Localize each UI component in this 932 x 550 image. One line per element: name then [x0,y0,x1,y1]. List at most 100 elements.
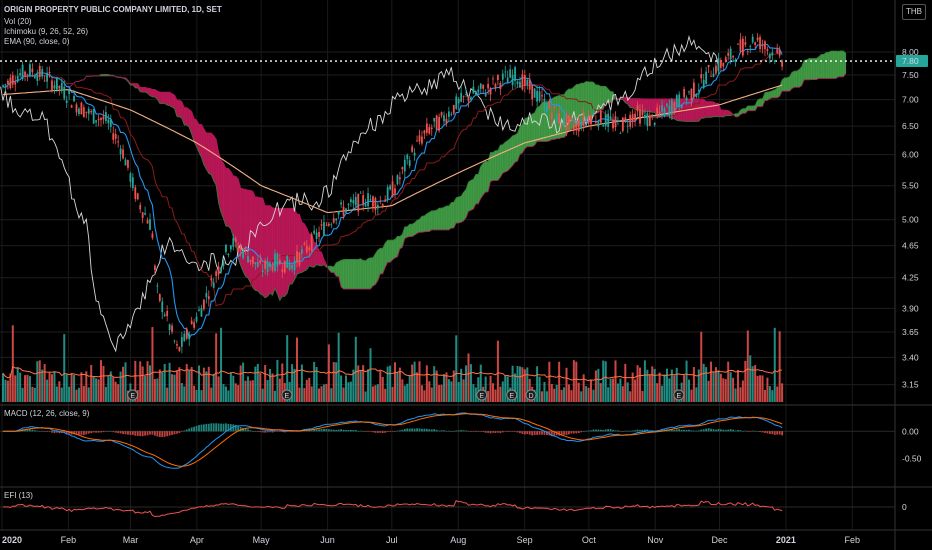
time-axis-label: Feb [61,535,77,545]
macd-histogram-bar [154,431,156,436]
volume-bar [555,384,558,402]
macd-histogram-bar [345,429,347,432]
candle-body [63,86,66,99]
candle-body [210,278,213,281]
event-marker-circle [673,389,685,401]
volume-bar [141,366,144,402]
macd-histogram-bar [406,428,409,432]
macd-histogram-bar [271,431,274,433]
candle-body [14,82,17,85]
legend-vol[interactable]: Vol (20) [4,17,32,26]
event-marker-e[interactable]: E [476,389,488,401]
candle-body [555,114,558,123]
volume-bar [665,368,668,402]
volume-bar [766,377,769,402]
candle-body [51,80,53,91]
event-marker-d[interactable]: D [525,389,537,401]
volume-bar [195,390,198,402]
cloud-segment [372,252,376,287]
macd-histogram-bar [369,431,372,432]
candle-body [670,100,673,115]
volume-bar [90,364,93,402]
event-marker-e[interactable]: E [127,389,139,401]
macd-histogram-bar [166,431,169,437]
candle-body [379,201,382,202]
volume-bar [594,370,597,402]
macd-histogram-bar [489,431,492,434]
legend-macd[interactable]: MACD (12, 26, close, 9) [4,409,90,418]
candle-body [724,57,727,63]
macd-histogram-bar [215,423,218,432]
volume-bar [631,372,634,402]
candle-body [455,96,458,109]
volume-bar [394,362,396,402]
volume-bar [183,386,186,402]
candle-body [499,82,502,89]
legend-ichimoku[interactable]: Ichimoku (9, 26, 52, 26) [4,27,89,36]
volume-bar [445,372,448,402]
event-marker-e[interactable]: E [506,389,518,401]
candle-body [408,160,411,167]
candle-body [60,82,63,91]
candle-body [656,107,659,114]
candle-body [161,301,164,313]
cloud-segment [649,98,653,113]
macd-histogram-bar [771,431,774,435]
volume-bar [658,372,661,402]
volume-bar [651,366,654,402]
legend-efi[interactable]: EFI (13) [4,491,33,500]
macd-histogram-bar [26,429,29,432]
candle-body [548,101,551,109]
cloud-segment [747,105,751,111]
macd-line [3,412,783,469]
lagging-span [0,35,719,353]
volume-bar [479,364,482,402]
candle-body [742,38,744,56]
volume-bar [286,335,289,402]
volume-bar [207,366,210,402]
volume-bar [741,380,744,402]
volume-bar [352,369,355,402]
candle-body [700,74,703,79]
volume-bar [264,365,267,402]
macd-histogram-bar [82,431,85,435]
macd-histogram-bar [38,431,41,432]
candle-body [217,266,220,275]
candle-body [389,185,391,190]
macd-histogram-bar [102,431,105,433]
macd-histogram-bar [744,430,747,432]
cloud-segment [211,132,214,181]
volume-bar [607,387,610,402]
macd-histogram-bar [372,431,374,433]
volume-bar [756,376,759,402]
candle-body [374,198,377,211]
macd-histogram-bar [146,431,149,436]
event-marker-e[interactable]: E [673,389,685,401]
macd-histogram-bar [359,430,362,432]
cloud-segment [750,105,753,111]
event-marker-e[interactable]: E [281,389,293,401]
macd-histogram-bar [183,430,186,432]
volume-bar [349,381,352,402]
candle-body [168,324,171,330]
currency-badge[interactable]: THB [902,4,926,20]
volume-bar [744,360,747,402]
macd-histogram-bar [29,429,31,432]
volume-bar [712,371,715,402]
macd-histogram-bar [497,431,499,433]
last-price-badge[interactable] [896,55,928,68]
candle-body [418,135,421,142]
cloud-segment [843,50,847,78]
macd-histogram-bar [523,431,526,435]
volume-ma-line [2,365,783,381]
candle-body [479,83,482,89]
volume-bar [325,383,328,402]
legend-ema[interactable]: EMA (90, close, 0) [4,37,70,46]
time-axis-label: Jun [320,535,335,545]
candle-body [75,104,78,113]
macd-histogram-bar [381,431,384,433]
volume-bar [109,371,112,402]
candle-body [364,204,367,207]
